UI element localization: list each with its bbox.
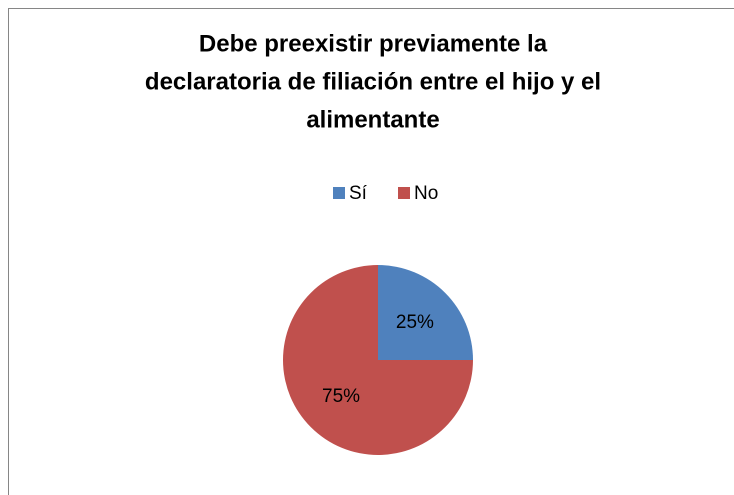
- legend-label: No: [414, 183, 438, 204]
- data-label: 75%: [322, 386, 360, 407]
- legend-label: Sí: [349, 183, 368, 204]
- chart-title: declaratoria de filiación entre el hijo …: [145, 68, 601, 95]
- chart-title: Debe preexistir previamente la: [199, 30, 548, 57]
- legend-swatch: [333, 187, 345, 199]
- chart-title: alimentante: [306, 106, 439, 133]
- pie-slice: [283, 265, 473, 455]
- data-label: 25%: [396, 312, 434, 333]
- legend-swatch: [398, 187, 410, 199]
- pie-slice: [378, 265, 473, 360]
